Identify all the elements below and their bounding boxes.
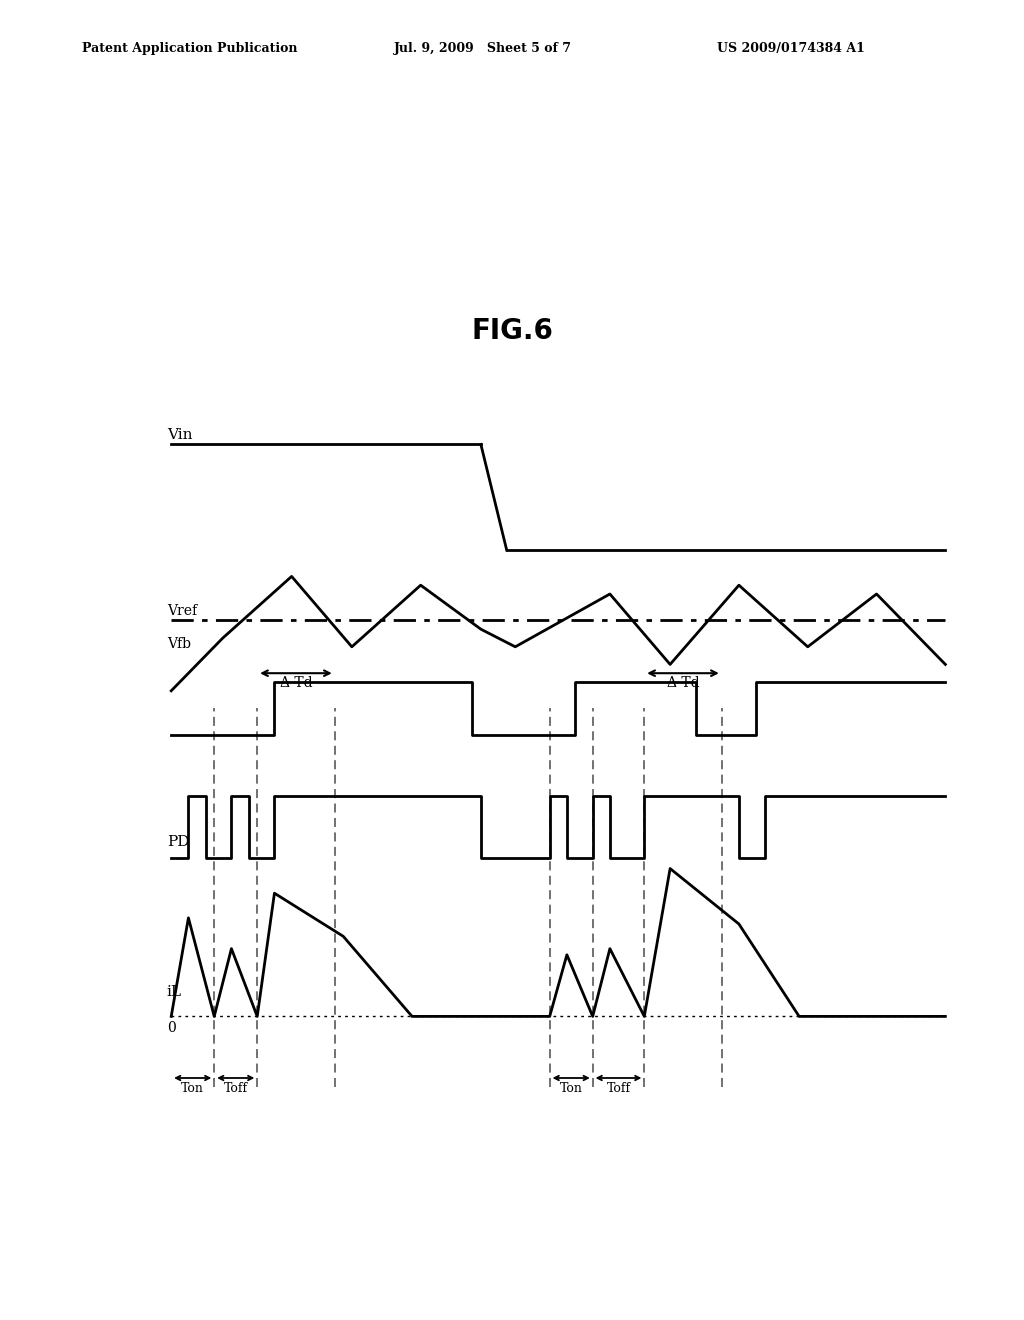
Text: Δ Td: Δ Td [280, 676, 312, 690]
Text: Vin: Vin [167, 428, 193, 442]
Text: PD: PD [167, 836, 189, 849]
Text: 0: 0 [167, 1020, 176, 1035]
Text: Patent Application Publication: Patent Application Publication [82, 42, 297, 55]
Text: Ton: Ton [181, 1082, 204, 1096]
Text: FIG.6: FIG.6 [471, 317, 553, 345]
Text: Toff: Toff [606, 1082, 631, 1096]
Text: iL: iL [167, 985, 182, 999]
Text: US 2009/0174384 A1: US 2009/0174384 A1 [717, 42, 864, 55]
Text: Jul. 9, 2009   Sheet 5 of 7: Jul. 9, 2009 Sheet 5 of 7 [394, 42, 572, 55]
Text: Ton: Ton [560, 1082, 583, 1096]
Text: Toff: Toff [223, 1082, 248, 1096]
Text: Vref: Vref [167, 603, 197, 618]
Text: Δ Td: Δ Td [667, 676, 699, 690]
Text: Vfb: Vfb [167, 638, 190, 651]
